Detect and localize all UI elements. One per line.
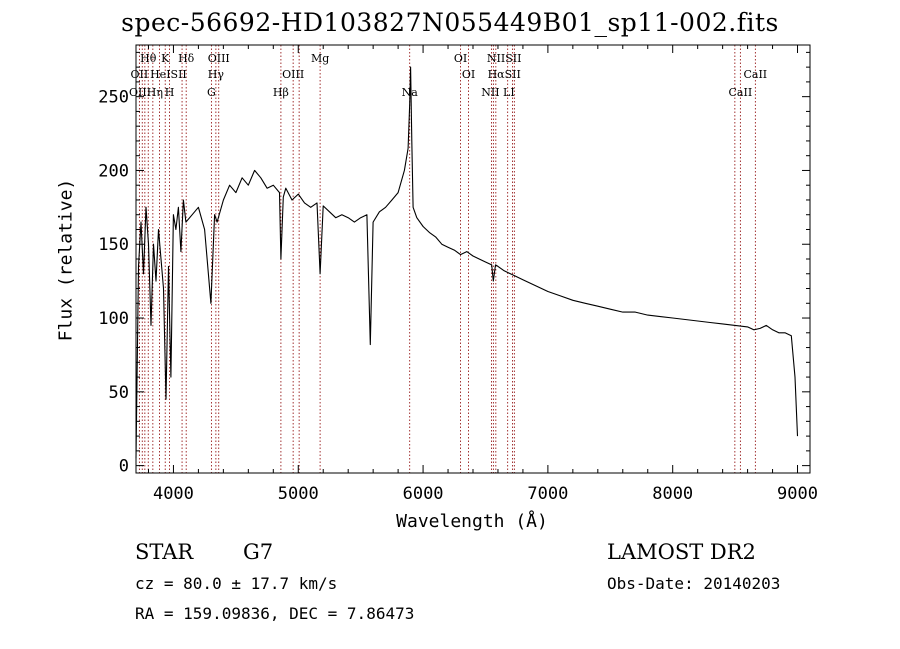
coordinates: RA = 159.09836, DEC = 7.86473 [135, 604, 415, 623]
spectral-line-label: Hγ [208, 68, 225, 81]
spectral-line-label: OI [462, 68, 475, 81]
survey-name: LAMOST DR2 [607, 540, 756, 564]
spectral-line-label: CaII [729, 86, 753, 99]
spectral-line-label: Mg [311, 52, 329, 65]
spectral-line-label: NIISII [487, 52, 522, 65]
x-axis-label: Wavelength (Å) [396, 511, 548, 532]
x-tick-label: 5000 [278, 484, 319, 504]
y-tick-label: 50 [109, 383, 129, 403]
chart-title: spec-56692-HD103827N055449B01_sp11-002.f… [121, 8, 779, 37]
spectral-line-label: OIII [282, 68, 304, 81]
spectral-line-label: CaII [743, 68, 767, 81]
spectral-line-label: OII [131, 68, 149, 81]
x-tick-label: 9000 [777, 484, 818, 504]
x-tick-label: 8000 [652, 484, 693, 504]
y-axis-label: Flux (relative) [55, 178, 77, 342]
spectral-line-label: Na [402, 86, 419, 99]
plot-frame [135, 44, 811, 474]
redshift-velocity: cz = 80.0 ± 17.7 km/s [135, 574, 338, 593]
x-tick-label: 7000 [527, 484, 568, 504]
spectral-line-label: H [165, 86, 175, 99]
x-tick-label: 4000 [153, 484, 194, 504]
observation-date: Obs-Date: 20140203 [607, 574, 781, 593]
spectral-line-label: Hδ [178, 52, 195, 65]
x-tick-label: 6000 [403, 484, 444, 504]
object-subclass: G7 [243, 540, 274, 564]
spectral-line-label: Hβ [273, 86, 289, 99]
y-tick-label: 150 [98, 235, 129, 255]
spectral-line-label: HαSII [488, 68, 521, 81]
spectral-line-label: OIII [208, 52, 230, 65]
spectral-line-label: HeISII [150, 68, 187, 81]
y-tick-label: 200 [98, 161, 129, 181]
y-tick-label: 100 [98, 309, 129, 329]
spectral-line-label: Hθ [140, 52, 157, 65]
spectral-line-label: OI [454, 52, 467, 65]
spectral-line-label: OIIHη [129, 86, 163, 99]
spectral-line-label: K [161, 52, 170, 65]
spectral-line-label: G [207, 86, 216, 99]
spectral-line-label: NII LI [481, 86, 514, 99]
y-tick-label: 0 [119, 457, 129, 477]
spectrum-series-flux [135, 66, 799, 459]
y-tick-label: 250 [98, 88, 129, 108]
object-class: STAR [135, 540, 194, 564]
